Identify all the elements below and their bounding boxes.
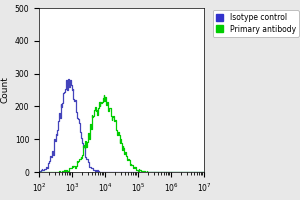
Legend: Isotype control, Primary antibody: Isotype control, Primary antibody bbox=[213, 10, 299, 37]
Y-axis label: Count: Count bbox=[0, 77, 9, 103]
